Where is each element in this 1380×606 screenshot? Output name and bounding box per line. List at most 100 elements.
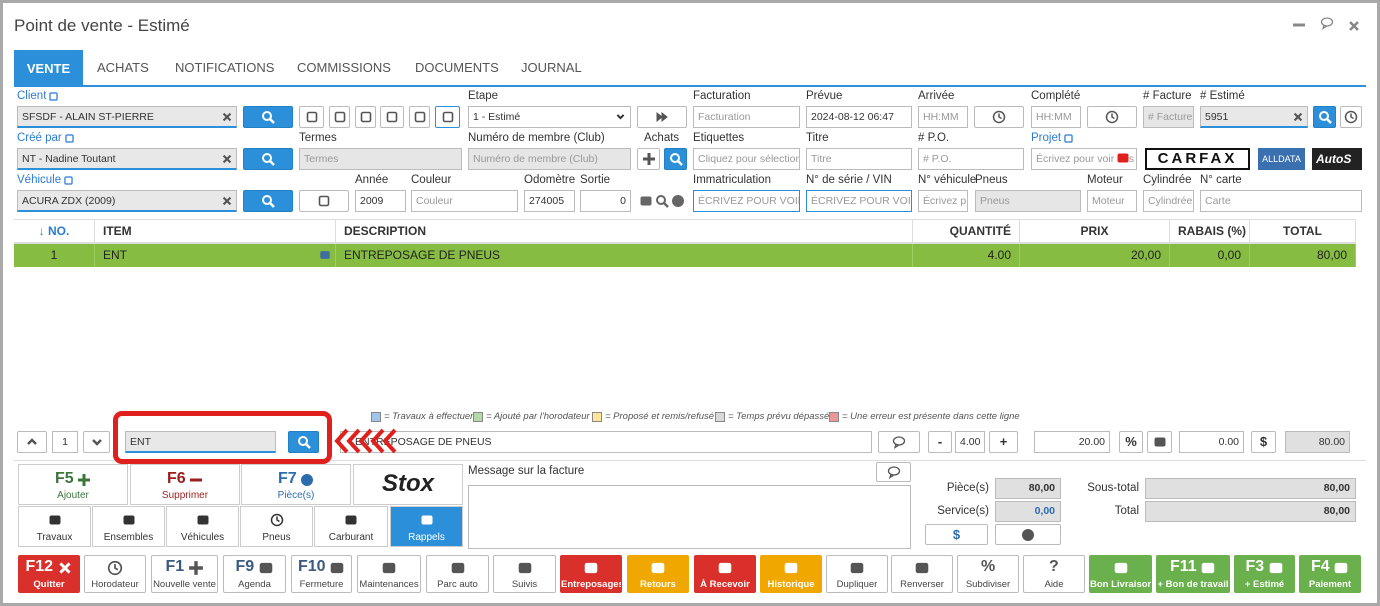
quantity-input[interactable]: 4.00 bbox=[955, 431, 985, 453]
category-tab[interactable]: Pneus bbox=[240, 506, 313, 547]
toolbar-button[interactable]: Suivis bbox=[493, 555, 556, 593]
text-button[interactable]: - bbox=[928, 431, 952, 453]
icon-button[interactable] bbox=[637, 106, 687, 128]
stox-logo[interactable]: Stox bbox=[353, 464, 463, 505]
category-tab[interactable]: Ensembles bbox=[92, 506, 165, 547]
action-button[interactable]: F5 Ajouter bbox=[18, 464, 128, 505]
icon-button[interactable] bbox=[355, 106, 376, 128]
toolbar-button[interactable]: Renverser bbox=[891, 555, 953, 593]
toolbar-button[interactable]: Entreposages bbox=[560, 555, 622, 593]
text-input[interactable]: Pneus bbox=[975, 190, 1081, 212]
text-input[interactable]: Moteur bbox=[1087, 190, 1137, 212]
text-input[interactable]: HH:MM bbox=[918, 106, 968, 128]
icon-button[interactable] bbox=[1313, 106, 1336, 128]
tab[interactable]: JOURNAL bbox=[521, 60, 582, 75]
text-input[interactable]: ÉCRIVEZ POUR VOIR bbox=[806, 190, 912, 212]
description-input[interactable]: ENTREPOSAGE DE PNEUS bbox=[340, 431, 872, 453]
text-input[interactable]: Cylindrée bbox=[1143, 190, 1194, 212]
tab[interactable]: NOTIFICATIONS bbox=[175, 60, 275, 75]
icon-button[interactable] bbox=[435, 106, 460, 128]
text-input[interactable]: SFSDF - ALAIN ST-PIERRE bbox=[17, 106, 237, 128]
action-button[interactable]: F7 Pièce(s) bbox=[241, 464, 351, 505]
icon-button[interactable] bbox=[329, 106, 350, 128]
icon-button[interactable] bbox=[299, 190, 349, 212]
text-input[interactable]: 0 bbox=[580, 190, 631, 212]
icon-button[interactable] bbox=[1087, 106, 1137, 128]
text-input[interactable]: 2024-08-12 06:47 bbox=[806, 106, 912, 128]
icon-button[interactable] bbox=[83, 431, 110, 453]
text-input[interactable]: 274005 bbox=[524, 190, 575, 212]
tab[interactable]: ACHATS bbox=[97, 60, 149, 75]
toolbar-button[interactable]: F10 Fermeture bbox=[291, 555, 352, 593]
toolbar-button[interactable]: Parc auto bbox=[426, 555, 489, 593]
toolbar-button[interactable]: F9 Agenda bbox=[223, 555, 286, 593]
text-input[interactable]: HH:MM bbox=[1031, 106, 1081, 128]
icon-button[interactable] bbox=[878, 431, 920, 453]
icon-button[interactable] bbox=[288, 431, 319, 453]
toolbar-button[interactable]: À Recevoir bbox=[694, 555, 756, 593]
toolbar-button[interactable]: F3 + Estimé bbox=[1234, 555, 1295, 593]
icon-button[interactable] bbox=[974, 106, 1024, 128]
message-textarea[interactable] bbox=[468, 485, 911, 549]
total-input[interactable]: 80.00 bbox=[1285, 431, 1350, 453]
toolbar-button[interactable]: Dupliquer bbox=[826, 555, 888, 593]
icon-button[interactable] bbox=[637, 148, 660, 170]
icon-button[interactable] bbox=[243, 148, 293, 170]
text-button[interactable]: % bbox=[1119, 431, 1143, 453]
icon-button[interactable] bbox=[299, 106, 324, 128]
text-input[interactable]: NT - Nadine Toutant bbox=[17, 148, 237, 170]
text-input[interactable]: Termes bbox=[299, 148, 462, 170]
price-input[interactable]: 20.00 bbox=[1034, 431, 1110, 453]
text-input[interactable]: Carte bbox=[1200, 190, 1362, 212]
text-input[interactable]: Écrivez p bbox=[918, 190, 968, 212]
category-tab[interactable]: Rappels bbox=[390, 506, 463, 547]
discount-input[interactable]: 0.00 bbox=[1179, 431, 1244, 453]
text-input[interactable]: Facturation bbox=[693, 106, 800, 128]
text-input[interactable]: 2009 bbox=[355, 190, 406, 212]
text-input[interactable]: # P.O. bbox=[918, 148, 1024, 170]
text-button[interactable]: $ bbox=[925, 524, 988, 545]
toolbar-button[interactable]: F11 + Bon de travail bbox=[1156, 555, 1230, 593]
tab[interactable]: COMMISSIONS bbox=[297, 60, 391, 75]
toolbar-button[interactable]: F4 Paiement bbox=[1299, 555, 1361, 593]
text-input[interactable]: ÉCRIVEZ POUR VOIR bbox=[693, 190, 800, 212]
icon-button[interactable] bbox=[243, 190, 293, 212]
category-tab[interactable]: Véhicules bbox=[166, 506, 239, 547]
icon-button[interactable] bbox=[664, 148, 687, 170]
icon-button[interactable] bbox=[1147, 431, 1172, 453]
toolbar-button[interactable]: Historique bbox=[760, 555, 822, 593]
icon-button[interactable] bbox=[380, 106, 404, 128]
toolbar-button[interactable]: F12 Quitter bbox=[18, 555, 80, 593]
text-input[interactable]: 1 - Estimé bbox=[468, 106, 631, 128]
category-tab[interactable]: Carburant bbox=[314, 506, 388, 547]
text-input[interactable]: 5951 bbox=[1200, 106, 1308, 128]
text-input[interactable]: ACURA ZDX (2009) bbox=[17, 190, 237, 212]
tab[interactable]: DOCUMENTS bbox=[415, 60, 499, 75]
toolbar-button[interactable]: Retours bbox=[627, 555, 689, 593]
icon-button[interactable] bbox=[995, 524, 1061, 545]
item-input[interactable]: ENT bbox=[125, 431, 276, 453]
tab[interactable]: VENTE bbox=[14, 50, 83, 87]
toolbar-button[interactable]: F1 Nouvelle vente bbox=[151, 555, 218, 593]
category-tab[interactable]: Travaux bbox=[18, 506, 91, 547]
text-input[interactable]: Cliquez pour sélectionner bbox=[693, 148, 800, 170]
toolbar-button[interactable]: Bon Livraison bbox=[1089, 555, 1152, 593]
action-button[interactable]: F6 Supprimer bbox=[130, 464, 240, 505]
text-input[interactable]: Titre bbox=[806, 148, 912, 170]
text-input[interactable]: Couleur bbox=[411, 190, 518, 212]
text-button[interactable]: + bbox=[989, 431, 1018, 453]
line-number[interactable]: 1 bbox=[52, 431, 78, 453]
toolbar-button[interactable]: % Subdiviser bbox=[957, 555, 1019, 593]
text-button[interactable]: $ bbox=[1251, 431, 1276, 453]
text-input[interactable]: Écrivez pour voir des bbox=[1031, 148, 1137, 170]
icon-button[interactable] bbox=[409, 106, 430, 128]
icon-button[interactable] bbox=[243, 106, 293, 128]
toolbar-button[interactable]: Horodateur bbox=[84, 555, 146, 593]
toolbar-button[interactable]: Maintenances bbox=[357, 555, 421, 593]
table-row[interactable] bbox=[14, 244, 1356, 267]
text-input[interactable]: Numéro de membre (Club) bbox=[468, 148, 631, 170]
icon-button[interactable] bbox=[17, 431, 47, 453]
text-input[interactable]: # Facture bbox=[1143, 106, 1194, 128]
icon-button[interactable] bbox=[876, 462, 911, 482]
icon-button[interactable] bbox=[1340, 106, 1362, 128]
